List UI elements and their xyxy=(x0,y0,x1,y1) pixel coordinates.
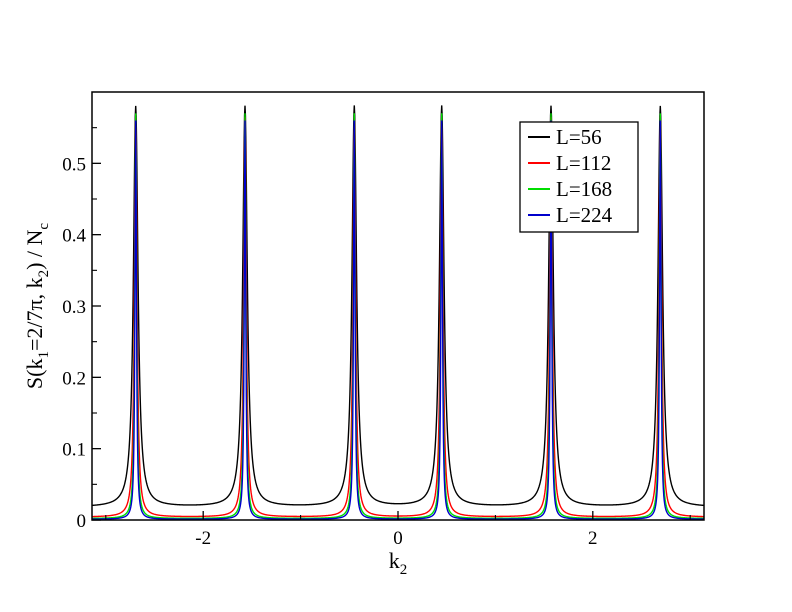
y-axis-label-text: =2/7 xyxy=(22,311,47,352)
y-axis-label-text: ) / N xyxy=(22,229,47,269)
x-tick-label: 2 xyxy=(588,528,598,549)
y-axis-label-text: S(k xyxy=(22,359,47,390)
y-axis: 0 0.1 0.2 0.3 0.4 0.5 xyxy=(62,127,101,532)
y-tick-label: 0 xyxy=(77,511,87,532)
x-axis: -2 0 2 xyxy=(105,511,691,549)
y-axis-label-text: , k xyxy=(22,277,47,299)
x-axis-label: k2 xyxy=(389,548,408,578)
series-line-l56 xyxy=(91,105,705,507)
y-tick-label: 0.1 xyxy=(62,440,86,461)
y-axis-label: S(k1=2/7π, k2) / Nc xyxy=(22,223,52,390)
x-tick-label: -2 xyxy=(195,528,211,549)
y-tick-label: 0.5 xyxy=(62,154,86,175)
y-tick-label: 0.4 xyxy=(62,226,86,247)
y-axis-label-subscript: c xyxy=(36,223,52,230)
y-axis-label-text: π xyxy=(22,299,47,310)
x-tick-label: 0 xyxy=(393,528,403,549)
y-axis-label-subscript: 2 xyxy=(36,270,52,278)
legend-label: L=224 xyxy=(556,203,613,227)
y-tick-label: 0.2 xyxy=(62,368,86,389)
x-axis-label-main: k xyxy=(389,548,400,573)
legend-label: L=168 xyxy=(556,177,612,201)
y-tick-label: 0.3 xyxy=(62,297,86,318)
legend-label: L=56 xyxy=(556,125,602,149)
x-axis-label-sub: 2 xyxy=(400,562,408,578)
legend-label: L=112 xyxy=(556,151,611,175)
legend-box xyxy=(519,121,639,233)
y-axis-label-subscript: 1 xyxy=(36,351,52,359)
